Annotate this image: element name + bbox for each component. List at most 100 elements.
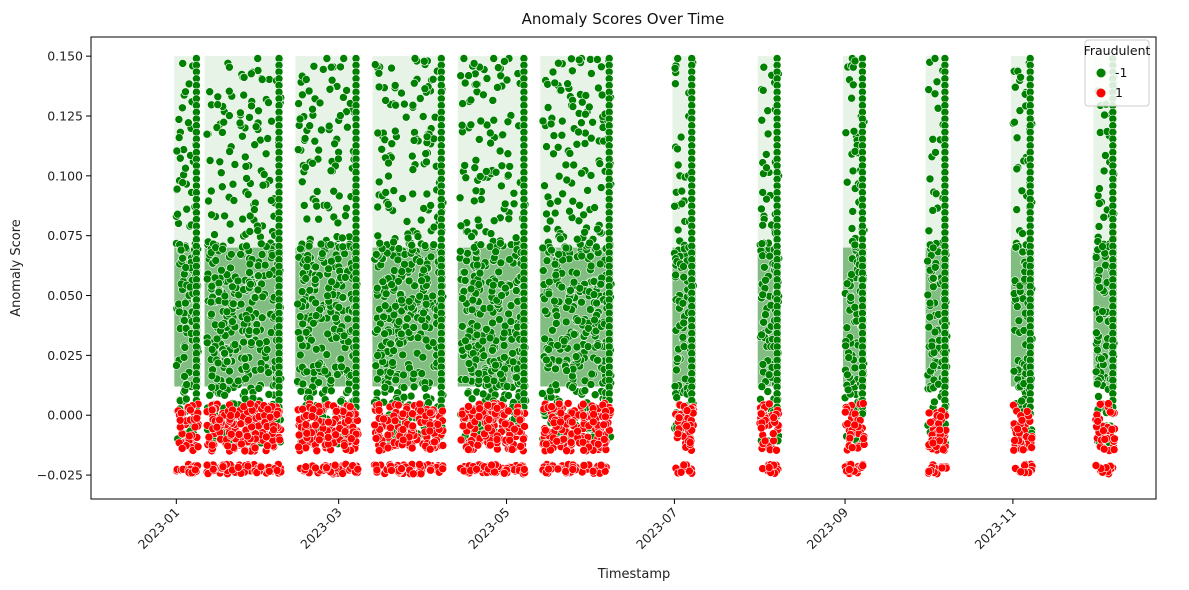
point-normal — [334, 302, 344, 312]
point-normal — [408, 189, 418, 199]
point-normal — [931, 189, 941, 198]
point-normal — [580, 228, 589, 237]
point-fraud — [186, 405, 195, 415]
point-normal — [511, 233, 521, 242]
point-normal — [323, 329, 333, 339]
point-normal — [222, 270, 232, 280]
point-fraud — [1016, 467, 1026, 477]
point-fraud — [240, 446, 250, 456]
point-normal — [670, 64, 680, 73]
point-fraud — [456, 435, 466, 445]
point-normal — [1012, 302, 1022, 311]
point-normal — [246, 279, 255, 289]
point-fraud — [472, 464, 481, 474]
point-normal — [1098, 307, 1107, 316]
point-fraud — [556, 408, 566, 418]
point-fraud — [464, 402, 473, 411]
point-normal — [549, 131, 559, 140]
point-normal — [318, 249, 327, 258]
point-normal — [245, 268, 254, 277]
point-normal — [409, 136, 419, 145]
point-normal — [466, 120, 476, 130]
point-normal — [295, 334, 305, 344]
point-fraud — [500, 419, 510, 429]
point-normal — [323, 291, 332, 301]
point-normal — [482, 74, 492, 83]
point-normal — [394, 244, 404, 253]
point-normal — [553, 196, 563, 206]
point-normal — [458, 294, 467, 303]
point-normal — [1092, 379, 1102, 389]
point-normal — [471, 186, 481, 196]
point-fraud — [394, 400, 403, 410]
point-fraud — [541, 439, 551, 449]
point-fraud — [596, 460, 606, 470]
point-normal — [330, 139, 339, 149]
point-normal — [1012, 133, 1022, 143]
point-normal — [380, 383, 390, 392]
point-normal — [299, 201, 309, 210]
point-normal — [217, 168, 226, 177]
point-fraud — [845, 433, 855, 443]
point-fraud — [176, 408, 186, 418]
point-normal — [758, 360, 768, 369]
point-normal — [557, 282, 567, 292]
point-normal — [339, 93, 348, 102]
y-tick-label: 0.075 — [47, 228, 83, 243]
point-normal — [505, 255, 514, 264]
point-normal — [309, 62, 319, 71]
point-normal — [509, 189, 519, 198]
point-normal — [428, 291, 438, 301]
point-fraud — [547, 402, 556, 411]
point-fraud — [243, 431, 252, 441]
point-normal — [1011, 243, 1021, 252]
point-normal — [472, 321, 482, 331]
point-normal — [577, 97, 587, 107]
point-normal — [404, 276, 414, 286]
point-fraud — [218, 462, 228, 472]
point-normal — [307, 335, 316, 345]
point-normal — [761, 310, 770, 319]
point-normal — [314, 378, 324, 387]
point-normal — [417, 369, 427, 378]
point-normal — [1095, 314, 1104, 324]
point-normal — [403, 233, 413, 243]
point-normal — [399, 392, 409, 402]
point-normal — [207, 309, 216, 319]
point-normal — [326, 376, 336, 385]
point-normal — [247, 101, 256, 111]
point-normal — [587, 369, 597, 379]
point-normal — [175, 307, 184, 317]
point-normal — [923, 256, 932, 266]
point-normal — [843, 385, 853, 395]
point-normal — [334, 191, 344, 201]
point-normal — [381, 188, 391, 197]
data-points — [172, 54, 1119, 479]
point-normal — [457, 120, 467, 130]
point-normal — [468, 295, 478, 305]
point-normal — [241, 362, 251, 371]
point-normal — [472, 260, 482, 270]
point-normal — [574, 127, 583, 137]
point-normal — [586, 251, 595, 261]
point-normal — [542, 142, 551, 151]
point-normal — [214, 287, 224, 297]
point-normal — [1095, 184, 1104, 193]
point-normal — [550, 208, 560, 218]
point-fraud — [226, 411, 235, 420]
point-normal — [488, 318, 497, 328]
point-normal — [258, 180, 268, 190]
point-normal — [759, 317, 768, 327]
point-normal — [227, 250, 236, 259]
point-normal — [243, 190, 253, 199]
point-normal — [212, 334, 222, 344]
point-normal — [206, 297, 216, 307]
point-normal — [419, 265, 429, 275]
point-fraud — [307, 412, 317, 421]
point-normal — [472, 330, 482, 340]
point-normal — [572, 140, 582, 149]
x-tick-label: 2023-05 — [465, 505, 513, 553]
point-fraud — [398, 435, 408, 445]
point-normal — [545, 216, 555, 226]
